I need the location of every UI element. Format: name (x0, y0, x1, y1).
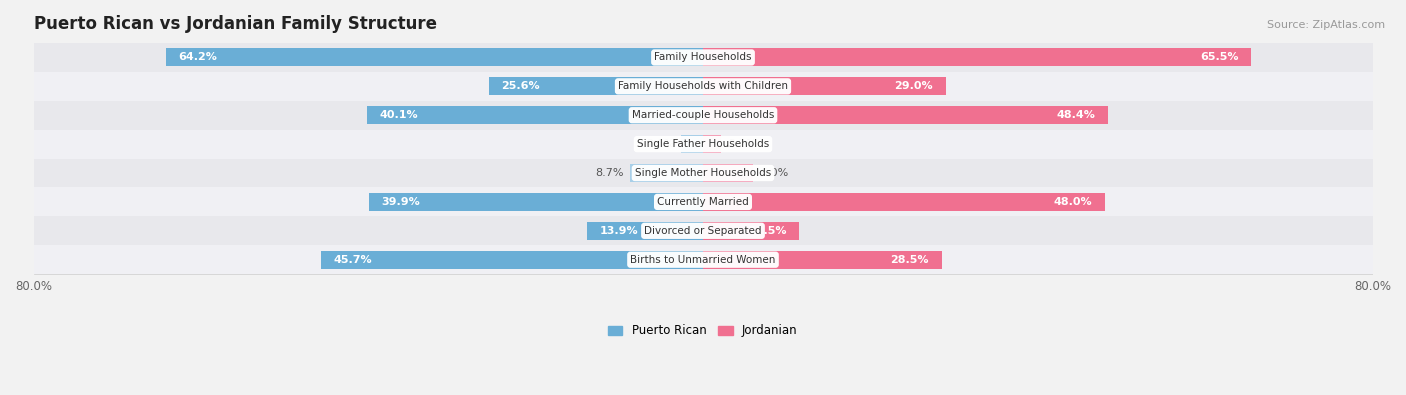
Text: 2.6%: 2.6% (647, 139, 675, 149)
Bar (630, 164, 703, 182)
Text: 39.9%: 39.9% (381, 197, 420, 207)
Bar (703, 49, 1251, 66)
Text: 6.0%: 6.0% (759, 168, 789, 178)
Text: 2.2%: 2.2% (728, 139, 756, 149)
Text: Family Households: Family Households (654, 53, 752, 62)
Bar (489, 77, 703, 95)
Text: 8.7%: 8.7% (595, 168, 623, 178)
Bar (34, 245, 1372, 274)
Text: 25.6%: 25.6% (502, 81, 540, 91)
Text: Single Mother Households: Single Mother Households (636, 168, 770, 178)
Legend: Puerto Rican, Jordanian: Puerto Rican, Jordanian (609, 324, 797, 337)
Bar (703, 251, 942, 269)
Bar (703, 222, 799, 240)
Text: Currently Married: Currently Married (657, 197, 749, 207)
Bar (703, 106, 1108, 124)
Text: Family Households with Children: Family Households with Children (619, 81, 787, 91)
Text: 48.4%: 48.4% (1057, 110, 1095, 120)
Text: 48.0%: 48.0% (1053, 197, 1092, 207)
Bar (34, 216, 1372, 245)
Text: 45.7%: 45.7% (333, 255, 371, 265)
Bar (703, 77, 946, 95)
Bar (34, 188, 1372, 216)
Text: 65.5%: 65.5% (1201, 53, 1239, 62)
Bar (34, 101, 1372, 130)
Text: 64.2%: 64.2% (179, 53, 217, 62)
Bar (321, 251, 703, 269)
Text: Source: ZipAtlas.com: Source: ZipAtlas.com (1267, 20, 1385, 30)
Text: Divorced or Separated: Divorced or Separated (644, 226, 762, 236)
Text: 28.5%: 28.5% (890, 255, 929, 265)
Bar (367, 106, 703, 124)
Text: 13.9%: 13.9% (599, 226, 638, 236)
Text: Births to Unmarried Women: Births to Unmarried Women (630, 255, 776, 265)
Bar (682, 135, 703, 153)
Text: Single Father Households: Single Father Households (637, 139, 769, 149)
Bar (370, 193, 703, 211)
Bar (34, 43, 1372, 72)
Bar (34, 130, 1372, 158)
Bar (703, 193, 1105, 211)
Bar (34, 72, 1372, 101)
Bar (703, 164, 754, 182)
Text: 29.0%: 29.0% (894, 81, 934, 91)
Bar (586, 222, 703, 240)
Bar (34, 158, 1372, 188)
Text: 11.5%: 11.5% (748, 226, 787, 236)
Text: Married-couple Households: Married-couple Households (631, 110, 775, 120)
Bar (166, 49, 703, 66)
Text: Puerto Rican vs Jordanian Family Structure: Puerto Rican vs Jordanian Family Structu… (34, 15, 436, 33)
Bar (703, 135, 721, 153)
Text: 40.1%: 40.1% (380, 110, 419, 120)
